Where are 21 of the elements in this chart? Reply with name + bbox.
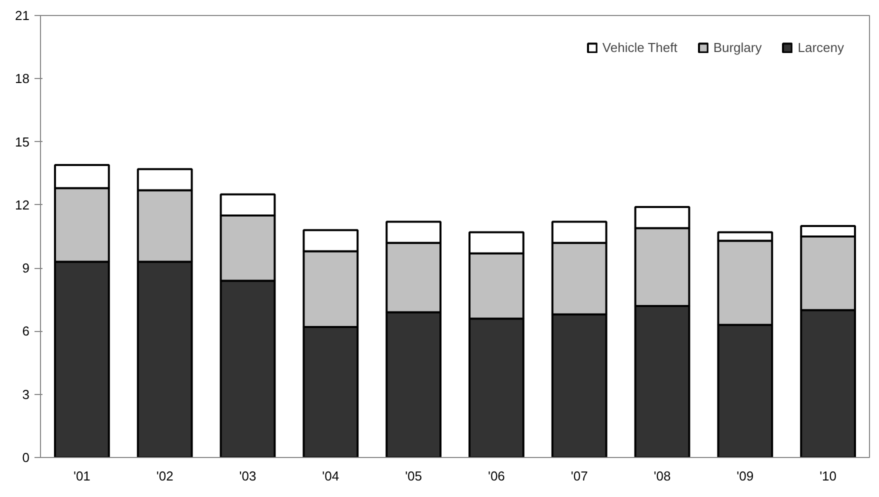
legend-label: Burglary: [713, 40, 762, 55]
x-tick-label: '09: [736, 468, 754, 484]
x-tick-label: '05: [405, 468, 422, 484]
x-tick-label: '10: [820, 468, 837, 484]
legend-label: Vehicle Theft: [602, 40, 678, 55]
y-tick-label: 12: [15, 197, 30, 212]
legend-label: Larceny: [798, 40, 844, 55]
x-tick-label: '02: [156, 468, 174, 484]
x-tick-label: '06: [488, 468, 505, 484]
y-tick-label: 18: [15, 71, 30, 86]
y-tick-label: 21: [15, 8, 30, 23]
y-tick-label: 0: [22, 450, 30, 465]
x-tick-label: '07: [570, 468, 588, 484]
y-tick-label: 6: [22, 324, 30, 339]
y-tick-label: 3: [22, 386, 30, 402]
y-tick-label: 15: [15, 134, 30, 150]
y-tick-label: 9: [22, 260, 30, 276]
x-tick-label: '04: [322, 468, 340, 484]
x-tick-label: '08: [654, 468, 671, 484]
x-tick-label: '03: [239, 468, 256, 484]
x-tick-label: '01: [73, 468, 90, 484]
